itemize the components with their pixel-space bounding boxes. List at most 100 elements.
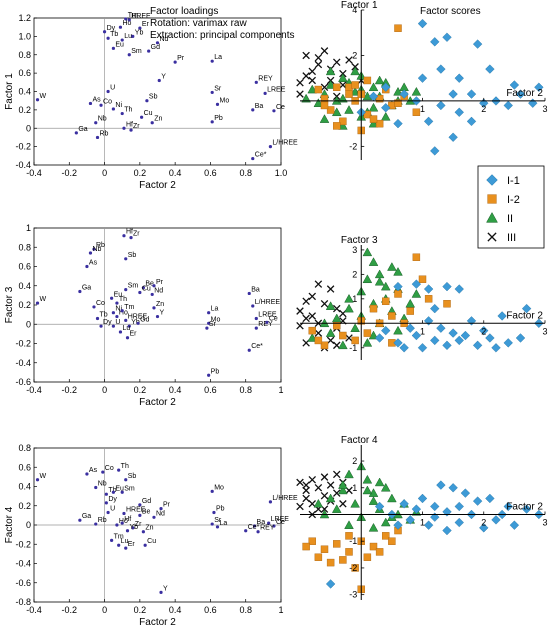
loading-label: Rb [98, 517, 107, 524]
loading-label: Er [128, 541, 136, 548]
score-marker-i-2 [375, 548, 384, 556]
loading-point-er [138, 26, 142, 30]
loading-point-pr [152, 284, 156, 288]
loading-label: Mo [214, 484, 224, 491]
score-marker-ii [362, 247, 373, 257]
score-marker-i-1 [503, 100, 513, 111]
score-marker-ii [393, 325, 403, 335]
score-marker-i-1 [521, 504, 532, 514]
loading-label: Yb [130, 524, 139, 531]
header-note-2: Rotation: varimax raw [150, 18, 247, 29]
loading-label: Nd [156, 510, 165, 517]
score-marker-i-1 [515, 89, 526, 99]
score-marker-i-1 [515, 333, 526, 343]
loading-point-sb [124, 478, 128, 482]
loading-label: Sm [128, 283, 139, 290]
score-marker-ii [368, 82, 379, 92]
score-marker-iii [345, 334, 353, 342]
y-tick-label: -0.6 [15, 377, 31, 387]
x-tick-label: 0.4 [169, 605, 182, 615]
loading-label: As [92, 96, 101, 103]
score-marker-ii [362, 274, 373, 284]
loading-point-la [210, 59, 214, 63]
score-marker-ii [338, 93, 348, 103]
loading-point-hree [122, 511, 126, 516]
score-marker-i-2 [363, 76, 372, 85]
loading-label: REY [260, 525, 275, 532]
loading-point-nd [150, 292, 154, 297]
x-axis-label: Factor 2 [506, 501, 543, 512]
score-marker-i-2 [320, 545, 329, 553]
loading-point-co [99, 103, 103, 107]
loading-point-zr [131, 526, 135, 530]
score-marker-i-2 [345, 532, 353, 540]
y-tick-label: 2 [352, 50, 357, 60]
score-marker-iii [296, 78, 304, 87]
score-marker-ii [338, 73, 348, 82]
loading-point-hf [122, 126, 126, 130]
loading-point-hree [127, 18, 131, 22]
score-marker-i-1 [454, 501, 464, 512]
score-marker-iii [314, 329, 323, 337]
loading-label: Eu [115, 41, 124, 48]
loading-point-ga [78, 518, 82, 522]
score-marker-i-2 [314, 85, 323, 94]
score-marker-ii [380, 281, 391, 291]
loading-label: La [219, 520, 227, 527]
y-tick-label: -0.4 [15, 160, 31, 170]
scores-caption: Factor scores [420, 6, 481, 17]
loading-point-rb [95, 135, 100, 140]
loading-point-mo [215, 102, 220, 106]
score-marker-ii [368, 496, 379, 505]
header-note-3: Extraction: principal components [150, 30, 295, 41]
loading-point-rb [94, 522, 98, 526]
loading-label: Hf [126, 121, 133, 128]
score-marker-i-1 [479, 325, 489, 336]
y-axis-label: Factor 4 [341, 435, 378, 446]
loading-label: Pb [214, 115, 223, 122]
score-marker-ii [301, 93, 311, 103]
score-marker-i-1 [436, 323, 446, 333]
loading-point-tb [95, 316, 100, 321]
x-tick-label: 0.6 [204, 385, 217, 395]
score-marker-i-1 [491, 343, 501, 353]
y-tick-label: 0.6 [18, 68, 31, 78]
y-tick-label: 2 [352, 456, 357, 466]
score-marker-i-1 [485, 64, 495, 74]
loading-label: Yb [135, 29, 144, 36]
score-marker-ii [344, 469, 354, 479]
loading-label: Rb [100, 130, 109, 137]
y-tick-label: -0.2 [15, 142, 31, 152]
loading-point-nd [152, 515, 156, 519]
y-tick-label: -0.4 [15, 358, 31, 368]
y-axis-label: Factor 3 [341, 235, 378, 246]
y-tick-label: 1 [26, 223, 31, 233]
y-tick-label: -1 [349, 536, 357, 546]
score-marker-i-1 [430, 335, 440, 346]
loading-label: Eu [114, 291, 123, 298]
loading-point-lu [118, 330, 123, 334]
x-axis-label: Factor 2 [139, 180, 176, 191]
score-marker-ii [411, 289, 422, 298]
score-marker-i-2 [382, 532, 390, 540]
loading-point-th [120, 111, 124, 116]
loading-point-ce [272, 524, 276, 528]
score-marker-iii [320, 299, 329, 308]
x-tick-label: -0.2 [62, 168, 78, 178]
loading-point-pb [212, 510, 216, 515]
score-marker-i-1 [466, 316, 477, 326]
score-marker-iii [302, 51, 310, 60]
x-tick-label: 0.8 [239, 605, 252, 615]
loading-point-ce- [244, 529, 248, 533]
x-tick-label: 0.2 [134, 605, 147, 615]
x-tick-label: 1 [420, 517, 425, 527]
y-tick-label: 0.8 [18, 50, 31, 60]
score-marker-i-1 [430, 37, 440, 47]
score-marker-ii [319, 114, 330, 123]
loading-label: L/HREE [272, 495, 298, 502]
score-marker-iii [326, 336, 335, 345]
score-marker-ii [380, 517, 391, 527]
loading-label: Zr [135, 521, 142, 528]
